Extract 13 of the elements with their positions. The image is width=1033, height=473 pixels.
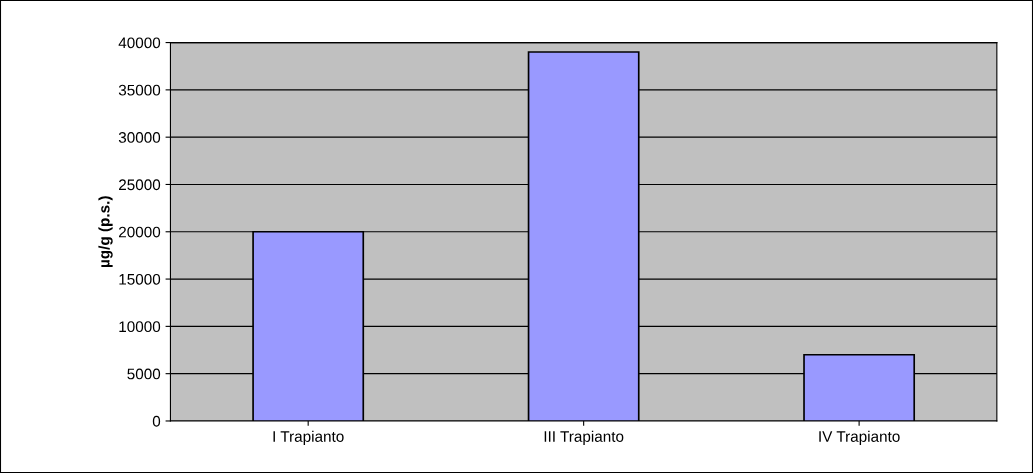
y-tick-label: 10000	[119, 321, 161, 333]
y-tick-label: 20000	[119, 226, 161, 238]
y-tick-label: 25000	[119, 179, 161, 191]
y-tick-label: 30000	[118, 132, 161, 143]
y-tick-label: 5000	[127, 368, 161, 380]
x-tick-label: IV Trapianto	[819, 430, 900, 445]
y-tick-label: 15000	[119, 273, 161, 285]
y-tick-label: 35000	[118, 84, 161, 96]
x-tick-label: I Trapianto	[273, 430, 344, 445]
y-tick-label: 0	[152, 415, 161, 427]
y-axis-title: µg/g (p.s.)	[98, 196, 113, 267]
y-tick-label: 40000	[118, 37, 161, 49]
x-tick-label: III Trapianto	[544, 430, 624, 445]
